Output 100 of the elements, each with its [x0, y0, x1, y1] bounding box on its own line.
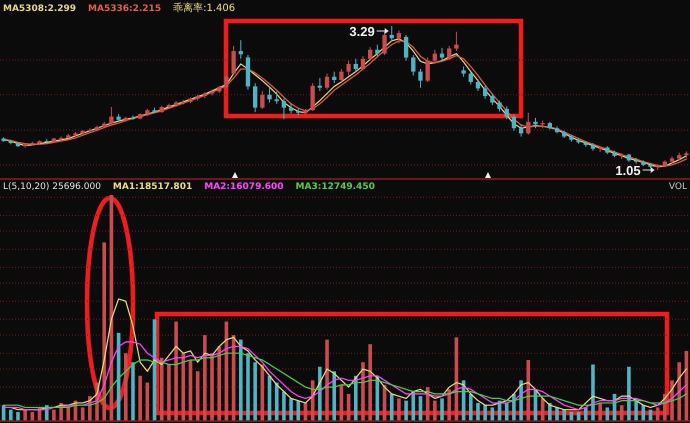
candlestick	[346, 60, 351, 76]
bar	[648, 410, 652, 421]
candlestick	[533, 117, 538, 129]
bar	[382, 384, 386, 421]
bar	[203, 335, 207, 421]
text: MA2:16079.600	[204, 182, 284, 192]
candlestick	[461, 66, 466, 78]
candlestick	[476, 78, 480, 92]
candlestick	[260, 90, 264, 110]
text: 1.05	[615, 163, 641, 178]
bar	[476, 402, 480, 421]
bar	[16, 412, 20, 421]
candlestick	[490, 93, 494, 106]
candlestick	[411, 54, 416, 76]
candlestick	[332, 71, 336, 84]
bar	[102, 242, 106, 421]
candlestick	[497, 100, 502, 112]
candlestick	[109, 106, 114, 125]
bar	[253, 362, 257, 421]
candlestick	[396, 30, 402, 44]
bar	[30, 412, 34, 421]
text: 乖离率:1.406	[173, 2, 236, 14]
bar	[606, 407, 610, 421]
candlestick	[390, 26, 394, 42]
bar	[641, 405, 646, 421]
candlestick	[253, 82, 258, 113]
bar	[576, 412, 580, 421]
bar	[196, 371, 200, 421]
bar	[152, 319, 156, 421]
candlestick	[483, 85, 488, 100]
bar	[591, 364, 595, 421]
bar	[468, 394, 473, 421]
bar	[612, 394, 616, 421]
bar	[368, 344, 372, 421]
bar	[160, 358, 164, 421]
bar	[167, 364, 171, 421]
bar	[684, 350, 688, 421]
bar	[584, 407, 588, 421]
bar	[620, 405, 624, 421]
bar	[534, 389, 538, 421]
candlestick	[526, 112, 530, 136]
candlestick	[339, 68, 344, 82]
bar	[146, 382, 150, 421]
candlestick	[518, 124, 524, 138]
bar	[289, 398, 293, 421]
candlestick	[504, 106, 509, 120]
bar	[246, 353, 250, 421]
bar	[304, 402, 308, 421]
text: MA3:12749.450	[296, 182, 375, 192]
bar	[454, 337, 458, 421]
candlestick	[468, 71, 473, 85]
bar	[224, 322, 228, 421]
candlestick	[288, 103, 294, 114]
y-axis-title: VOL	[668, 182, 687, 192]
candlestick	[440, 47, 444, 62]
candlestick	[282, 98, 286, 120]
bar	[8, 410, 13, 421]
candlestick	[447, 45, 452, 61]
bar	[598, 402, 602, 421]
bar	[325, 340, 329, 421]
candlestick	[368, 46, 372, 62]
bar	[238, 340, 243, 421]
bar	[433, 400, 437, 421]
bar	[555, 407, 559, 421]
bar	[361, 362, 365, 421]
bar	[540, 398, 544, 421]
bar	[282, 392, 286, 421]
bar	[260, 364, 264, 421]
bar	[124, 353, 128, 421]
bar	[340, 384, 344, 421]
candlestick	[231, 45, 236, 76]
bar	[174, 322, 178, 421]
bar	[138, 376, 142, 421]
bar	[188, 360, 192, 421]
text: MA1:18517.801	[112, 182, 192, 192]
candlestick	[354, 58, 358, 72]
candlestick	[426, 57, 430, 82]
bar	[390, 394, 394, 421]
bar	[131, 362, 135, 421]
text: MA5336:2.215	[88, 4, 162, 14]
chart-title: L(5,10,20) 25696.000	[3, 182, 102, 192]
bar	[296, 400, 300, 421]
bar	[498, 400, 502, 421]
candlestick	[360, 56, 366, 71]
candlestick	[418, 68, 423, 88]
candlestick	[375, 44, 380, 57]
text: MA5308:2.299	[3, 4, 76, 14]
bar	[483, 405, 487, 421]
candlestick	[382, 31, 387, 56]
bar	[52, 410, 56, 421]
bar	[210, 353, 214, 421]
bar	[217, 346, 222, 421]
candlestick	[454, 31, 459, 52]
bar	[418, 396, 422, 421]
bar	[397, 398, 401, 421]
candlestick	[404, 34, 408, 62]
bar	[232, 335, 236, 421]
bar	[526, 360, 530, 421]
candlestick	[224, 75, 229, 89]
candlestick	[238, 40, 243, 60]
